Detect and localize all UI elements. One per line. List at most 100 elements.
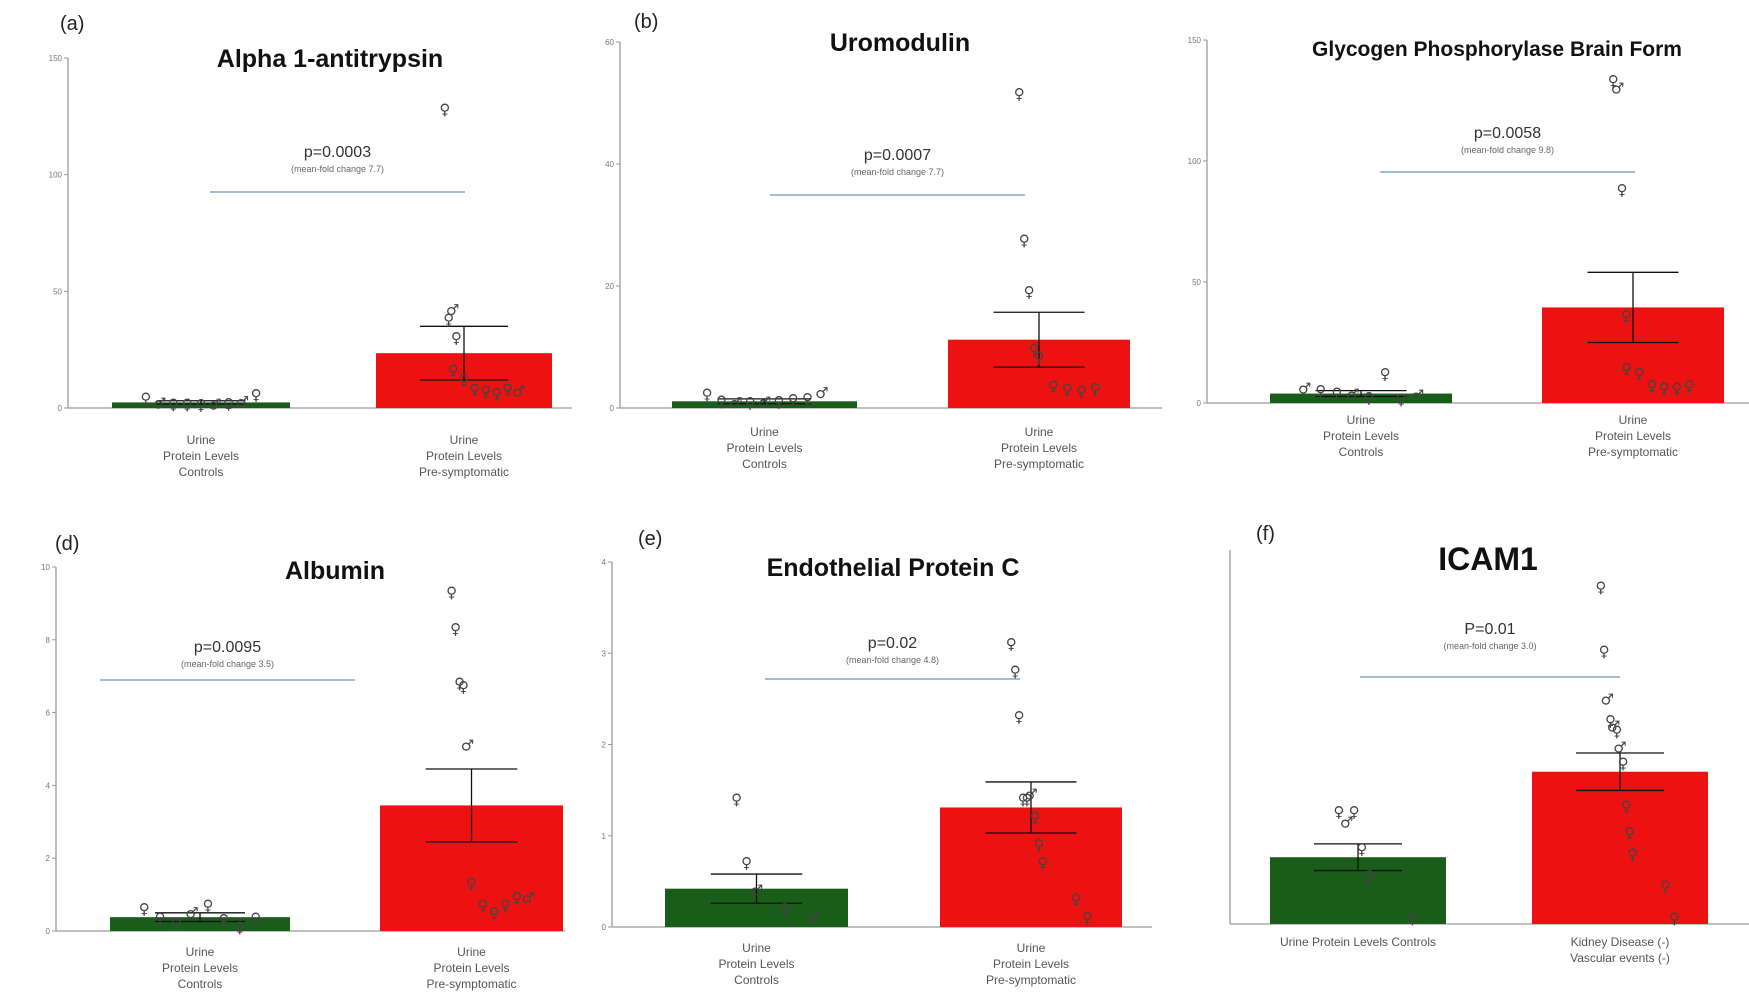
female-symbol-point: ♀ bbox=[1634, 365, 1645, 383]
chart-title: Alpha 1-antitrypsin bbox=[217, 45, 443, 73]
female-symbol-point: ♀ bbox=[234, 918, 245, 936]
female-symbol-point: ♀ bbox=[1024, 283, 1035, 301]
female-symbol-point: ♀ bbox=[139, 900, 150, 918]
female-symbol-point: ♀ bbox=[1029, 809, 1040, 827]
category-label: Urine bbox=[450, 433, 479, 447]
female-symbol-point: ♀ bbox=[450, 620, 461, 638]
p-value-label: p=0.0095 bbox=[194, 639, 261, 656]
male-symbol-point: ♂ bbox=[758, 394, 771, 412]
y-tick-label: 4 bbox=[46, 781, 51, 790]
female-symbol-point: ♀ bbox=[1671, 379, 1682, 397]
category-label: Urine bbox=[1017, 941, 1046, 955]
female-symbol-point: ♀ bbox=[1605, 712, 1616, 730]
male-symbol-point: ♂ bbox=[236, 393, 249, 411]
female-symbol-point: ♀ bbox=[1331, 384, 1342, 402]
chart-title: Endothelial Protein C bbox=[767, 554, 1020, 582]
y-tick-label: 0 bbox=[1197, 399, 1202, 408]
p-value-label: p=0.0007 bbox=[864, 147, 931, 164]
female-symbol-point: ♀ bbox=[477, 897, 488, 915]
category-label: Pre-symptomatic bbox=[419, 465, 509, 479]
p-value-label: p=0.0003 bbox=[304, 144, 371, 161]
female-symbol-point: ♀ bbox=[1010, 663, 1021, 681]
fold-change-note: (mean-fold change 7.7) bbox=[851, 167, 944, 177]
male-symbol-point: ♂ bbox=[750, 882, 763, 900]
male-symbol-point: ♂ bbox=[1611, 79, 1624, 97]
y-tick-label: 2 bbox=[46, 854, 51, 863]
category-label: Pre-symptomatic bbox=[1588, 445, 1678, 459]
chart-title: Uromodulin bbox=[830, 29, 970, 57]
y-tick-label: 4 bbox=[602, 558, 607, 567]
female-symbol-point: ♀ bbox=[1396, 390, 1407, 408]
female-symbol-point: ♀ bbox=[1018, 790, 1029, 808]
female-symbol-point: ♀ bbox=[196, 396, 207, 414]
male-symbol-point: ♂ bbox=[807, 909, 820, 927]
female-symbol-point: ♀ bbox=[182, 396, 193, 414]
category-label: Controls bbox=[178, 977, 223, 991]
female-symbol-point: ♀ bbox=[1624, 824, 1635, 842]
category-label: Urine bbox=[1025, 425, 1054, 439]
female-symbol-point: ♀ bbox=[250, 909, 261, 927]
female-symbol-point: ♀ bbox=[251, 386, 262, 404]
female-symbol-point: ♀ bbox=[745, 394, 756, 412]
female-symbol-point: ♀ bbox=[1621, 307, 1632, 325]
category-label: Pre-symptomatic bbox=[426, 977, 516, 991]
fold-change-note: (mean-fold change 3.0) bbox=[1443, 641, 1536, 651]
female-symbol-point: ♀ bbox=[1660, 878, 1671, 896]
category-label: Protein Levels bbox=[726, 441, 802, 455]
category-label: Vascular events (-) bbox=[1570, 951, 1670, 965]
y-tick-label: 50 bbox=[53, 287, 62, 296]
female-symbol-point: ♀ bbox=[439, 100, 450, 118]
category-label: Controls bbox=[1339, 445, 1384, 459]
female-symbol-point: ♀ bbox=[1407, 910, 1418, 928]
female-symbol-point: ♀ bbox=[1029, 341, 1040, 359]
female-symbol-point: ♀ bbox=[1349, 803, 1360, 821]
male-symbol-point: ♂ bbox=[522, 889, 535, 907]
category-label: Controls bbox=[734, 973, 779, 987]
category-label: Pre-symptomatic bbox=[994, 457, 1084, 471]
female-symbol-point: ♀ bbox=[443, 310, 454, 328]
female-symbol-point: ♀ bbox=[1037, 854, 1048, 872]
female-symbol-point: ♀ bbox=[140, 390, 151, 408]
female-symbol-point: ♀ bbox=[454, 674, 465, 692]
fold-change-note: (mean-fold change 9.8) bbox=[1461, 145, 1554, 155]
male-symbol-point: ♂ bbox=[1298, 379, 1311, 397]
category-label: Protein Levels bbox=[718, 957, 794, 971]
p-value-label: p=0.02 bbox=[868, 635, 917, 652]
y-tick-label: 100 bbox=[49, 171, 63, 180]
male-symbol-point: ♂ bbox=[512, 383, 525, 401]
female-symbol-point: ♀ bbox=[1019, 231, 1030, 249]
female-symbol-point: ♀ bbox=[702, 386, 713, 404]
female-symbol-point: ♀ bbox=[716, 392, 727, 410]
category-label: Urine bbox=[457, 945, 486, 959]
female-symbol-point: ♀ bbox=[1669, 910, 1680, 928]
female-symbol-point: ♀ bbox=[1618, 755, 1629, 773]
category-label: Controls bbox=[742, 457, 787, 471]
y-tick-label: 3 bbox=[602, 649, 607, 658]
bar-controls bbox=[110, 917, 290, 931]
male-symbol-point: ♂ bbox=[1601, 691, 1614, 709]
female-symbol-point: ♀ bbox=[731, 790, 742, 808]
y-tick-label: 60 bbox=[605, 38, 614, 47]
chart-title: Albumin bbox=[285, 557, 385, 585]
category-label: Protein Levels bbox=[1323, 429, 1399, 443]
panel-letter: (e) bbox=[638, 528, 662, 550]
y-tick-label: 0 bbox=[58, 404, 63, 413]
female-symbol-point: ♀ bbox=[155, 909, 166, 927]
category-label: Controls bbox=[179, 465, 224, 479]
female-symbol-point: ♀ bbox=[1033, 836, 1044, 854]
female-symbol-point: ♀ bbox=[741, 854, 752, 872]
y-tick-label: 0 bbox=[610, 404, 615, 413]
female-symbol-point: ♀ bbox=[451, 329, 462, 347]
panel-letter: (f) bbox=[1256, 523, 1275, 545]
female-symbol-point: ♀ bbox=[1315, 382, 1326, 400]
female-symbol-point: ♀ bbox=[1014, 708, 1025, 726]
chart-title: Glycogen Phosphorylase Brain Form bbox=[1312, 38, 1682, 61]
y-tick-label: 100 bbox=[1188, 157, 1202, 166]
female-symbol-point: ♀ bbox=[223, 395, 234, 413]
male-symbol-point: ♂ bbox=[1346, 386, 1359, 404]
category-label: Urine bbox=[742, 941, 771, 955]
female-symbol-point: ♀ bbox=[1380, 365, 1391, 383]
fold-change-note: (mean-fold change 3.5) bbox=[181, 659, 274, 669]
